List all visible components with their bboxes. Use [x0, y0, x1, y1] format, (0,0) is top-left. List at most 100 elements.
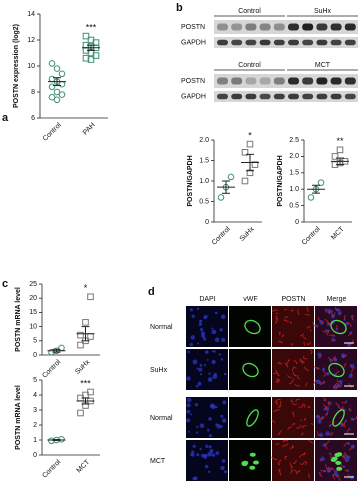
significance: ***: [86, 22, 97, 32]
fiber: [287, 426, 292, 430]
y-tick-label: 15: [29, 309, 37, 316]
nucleus: [211, 404, 216, 410]
y-tick-label: 1.5: [199, 157, 209, 164]
nucleus: [196, 453, 200, 457]
micrograph-column: vWF: [243, 296, 257, 303]
fiber: [278, 459, 282, 465]
fiber: [318, 354, 322, 359]
fiber: [274, 369, 280, 377]
y-tick-label: 25: [29, 281, 37, 288]
fiber: [318, 381, 322, 384]
blot-lane: [231, 23, 243, 31]
blot-lane: [259, 93, 271, 100]
y-tick-label: 0: [33, 352, 37, 359]
fiber: [278, 331, 281, 336]
blot-lane: [302, 77, 314, 85]
nucleus: [219, 328, 223, 332]
blot-bg: [214, 91, 358, 102]
blot-lane: [245, 23, 257, 31]
y-tick-label: 0.5: [289, 202, 299, 209]
blot-lane: [344, 93, 356, 100]
fiber: [300, 419, 302, 422]
fiber: [300, 333, 305, 337]
micrograph-cell: [315, 306, 357, 347]
fiber: [306, 307, 309, 313]
fiber: [284, 362, 289, 368]
blot-group: Control: [238, 62, 261, 69]
nucleus: [341, 353, 346, 358]
data-point: [92, 52, 100, 59]
micrograph-cell: [186, 306, 228, 347]
fiber: [305, 382, 308, 387]
micrograph-row: SuHx: [150, 367, 168, 374]
fiber: [291, 366, 295, 371]
nucleus: [207, 470, 211, 474]
fiber: [282, 443, 289, 447]
data-point: [246, 140, 254, 148]
fiber: [332, 312, 336, 317]
nucleus: [208, 445, 212, 449]
fiber: [300, 462, 305, 465]
nucleus: [218, 353, 222, 356]
blot-lane: [259, 39, 271, 46]
y-tick-label: 20: [29, 295, 37, 302]
fiber: [275, 398, 281, 404]
data-point: [48, 83, 56, 91]
vessel: [249, 452, 256, 457]
fiber: [288, 378, 295, 385]
fiber: [292, 371, 297, 377]
blot-group: Control: [238, 8, 261, 15]
fiber: [326, 330, 330, 336]
blot-lane: [217, 23, 228, 31]
nucleus: [220, 465, 225, 471]
vessel: [336, 452, 343, 457]
fiber: [289, 462, 294, 468]
fiber: [302, 451, 306, 456]
nucleus: [203, 363, 207, 367]
fiber: [291, 402, 298, 405]
fiber: [303, 417, 307, 421]
micrograph-column: POSTN: [281, 296, 305, 303]
y-axis-label: POSTN mRNA level: [15, 385, 22, 450]
blot-band-label: GAPDH: [181, 93, 206, 100]
nucleus: [215, 405, 218, 409]
fiber: [332, 474, 336, 480]
y-tick-label: 10: [27, 63, 35, 70]
vessel: [332, 409, 345, 427]
fiber: [337, 309, 341, 314]
nucleus: [186, 376, 191, 381]
fiber: [318, 418, 324, 422]
blot-lane: [330, 39, 342, 46]
blot-lane: [273, 77, 285, 85]
y-tick-label: 6: [31, 115, 35, 122]
fiber: [342, 354, 348, 358]
fiber: [328, 470, 331, 473]
nucleus: [221, 337, 226, 342]
fiber: [321, 321, 324, 324]
nucleus: [220, 414, 224, 418]
nucleus: [211, 329, 217, 335]
fiber: [325, 440, 331, 445]
fiber: [302, 355, 308, 360]
y-tick-label: 5: [33, 377, 37, 384]
blot-lane: [217, 77, 228, 85]
y-axis-label: POSTN/GAPDH: [187, 155, 194, 206]
fiber: [335, 402, 339, 407]
fiber: [278, 340, 283, 344]
fiber: [325, 405, 328, 410]
nucleus: [192, 444, 196, 448]
y-axis-label: POSTN/GAPDH: [277, 155, 284, 206]
fiber: [343, 452, 350, 459]
nucleus: [192, 359, 198, 365]
blot-lane: [316, 93, 328, 100]
fiber: [290, 309, 294, 312]
fiber: [284, 308, 287, 311]
micrograph-cell: [229, 397, 271, 438]
nucleus: [327, 329, 330, 332]
fiber: [333, 382, 338, 389]
fiber: [313, 380, 319, 385]
fiber: [303, 341, 306, 346]
fiber: [351, 316, 355, 321]
vessel: [335, 460, 342, 465]
nucleus: [189, 343, 194, 347]
